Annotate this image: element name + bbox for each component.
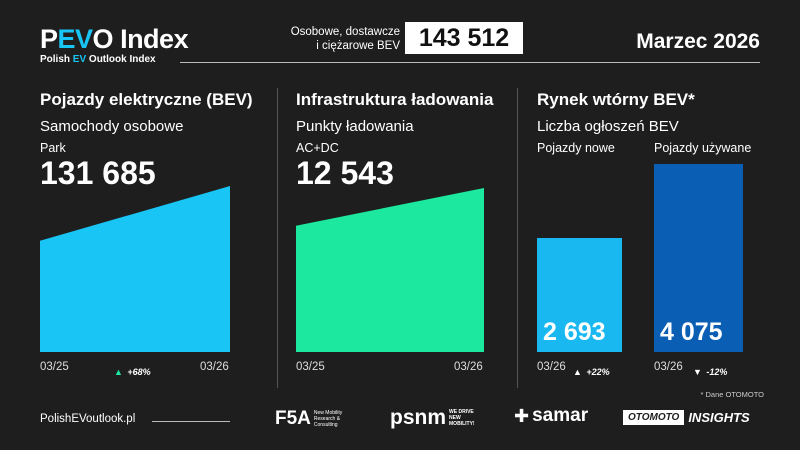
charging-title: Infrastruktura ładowania xyxy=(296,90,494,109)
up-arrow-icon: ▲ xyxy=(114,367,123,377)
charging-end: 03/26 xyxy=(454,361,483,373)
up-arrow-icon: ▲ xyxy=(573,367,582,377)
charging-value: 12 543 xyxy=(296,155,394,191)
bev-label: Park xyxy=(40,141,66,155)
bev-title: Pojazdy elektryczne (BEV) xyxy=(40,90,253,109)
column-divider xyxy=(517,88,518,388)
psnm-logo: psnm WE DRIVE NEW MOBILITY! xyxy=(390,406,475,429)
charging-subtitle: Punkty ładowania xyxy=(296,118,414,135)
bev-end: 03/26 xyxy=(200,361,229,373)
used-title: Rynek wtórny BEV* xyxy=(537,90,695,109)
bev-change: ▲ +68% xyxy=(114,367,151,377)
website-link[interactable]: PolishEVoutlook.pl xyxy=(40,413,136,425)
total-value: 143 512 xyxy=(405,22,523,54)
new-value: 2 693 xyxy=(543,318,606,346)
data-source-note: * Dane OTOMOTO xyxy=(700,390,765,399)
used-value: 4 075 xyxy=(660,318,723,346)
bev-value: 131 685 xyxy=(40,155,156,191)
charging-label: AC+DC xyxy=(296,141,339,155)
f5a-logo: F5A New Mobility Research & Consulting xyxy=(275,408,343,429)
used-label: Pojazdy używane xyxy=(654,141,752,155)
used-subtitle: Liczba ogłoszeń BEV xyxy=(537,118,679,135)
new-date: 03/26 xyxy=(537,361,566,373)
total-label: Osobowe, dostawcze i ciężarowe BEV xyxy=(290,26,400,52)
samar-logo: ✚ samar xyxy=(514,405,589,426)
header-divider xyxy=(180,62,760,63)
otomoto-insights-logo: OTOMOTO INSIGHTS xyxy=(623,410,750,425)
used-bar xyxy=(654,164,743,352)
pevo-logo: PEVO Index xyxy=(40,24,189,54)
charging-start: 03/25 xyxy=(296,361,325,373)
new-bar xyxy=(537,238,622,352)
bev-start: 03/25 xyxy=(40,361,69,373)
used-date: 03/26 xyxy=(654,361,683,373)
bev-area-chart xyxy=(40,186,230,352)
new-change: ▲ +22% xyxy=(573,367,610,377)
footer-divider xyxy=(152,421,230,422)
charging-area-chart xyxy=(296,188,484,352)
used-change: ▼ -12% xyxy=(693,367,728,377)
samar-mark-icon: ✚ xyxy=(514,405,530,426)
new-label: Pojazdy nowe xyxy=(537,141,615,155)
logo-subtitle: Polish EV Outlook Index xyxy=(40,54,156,65)
bev-subtitle: Samochody osobowe xyxy=(40,118,184,135)
report-date: Marzec 2026 xyxy=(636,30,760,53)
down-arrow-icon: ▼ xyxy=(693,367,702,377)
column-divider xyxy=(277,88,278,388)
